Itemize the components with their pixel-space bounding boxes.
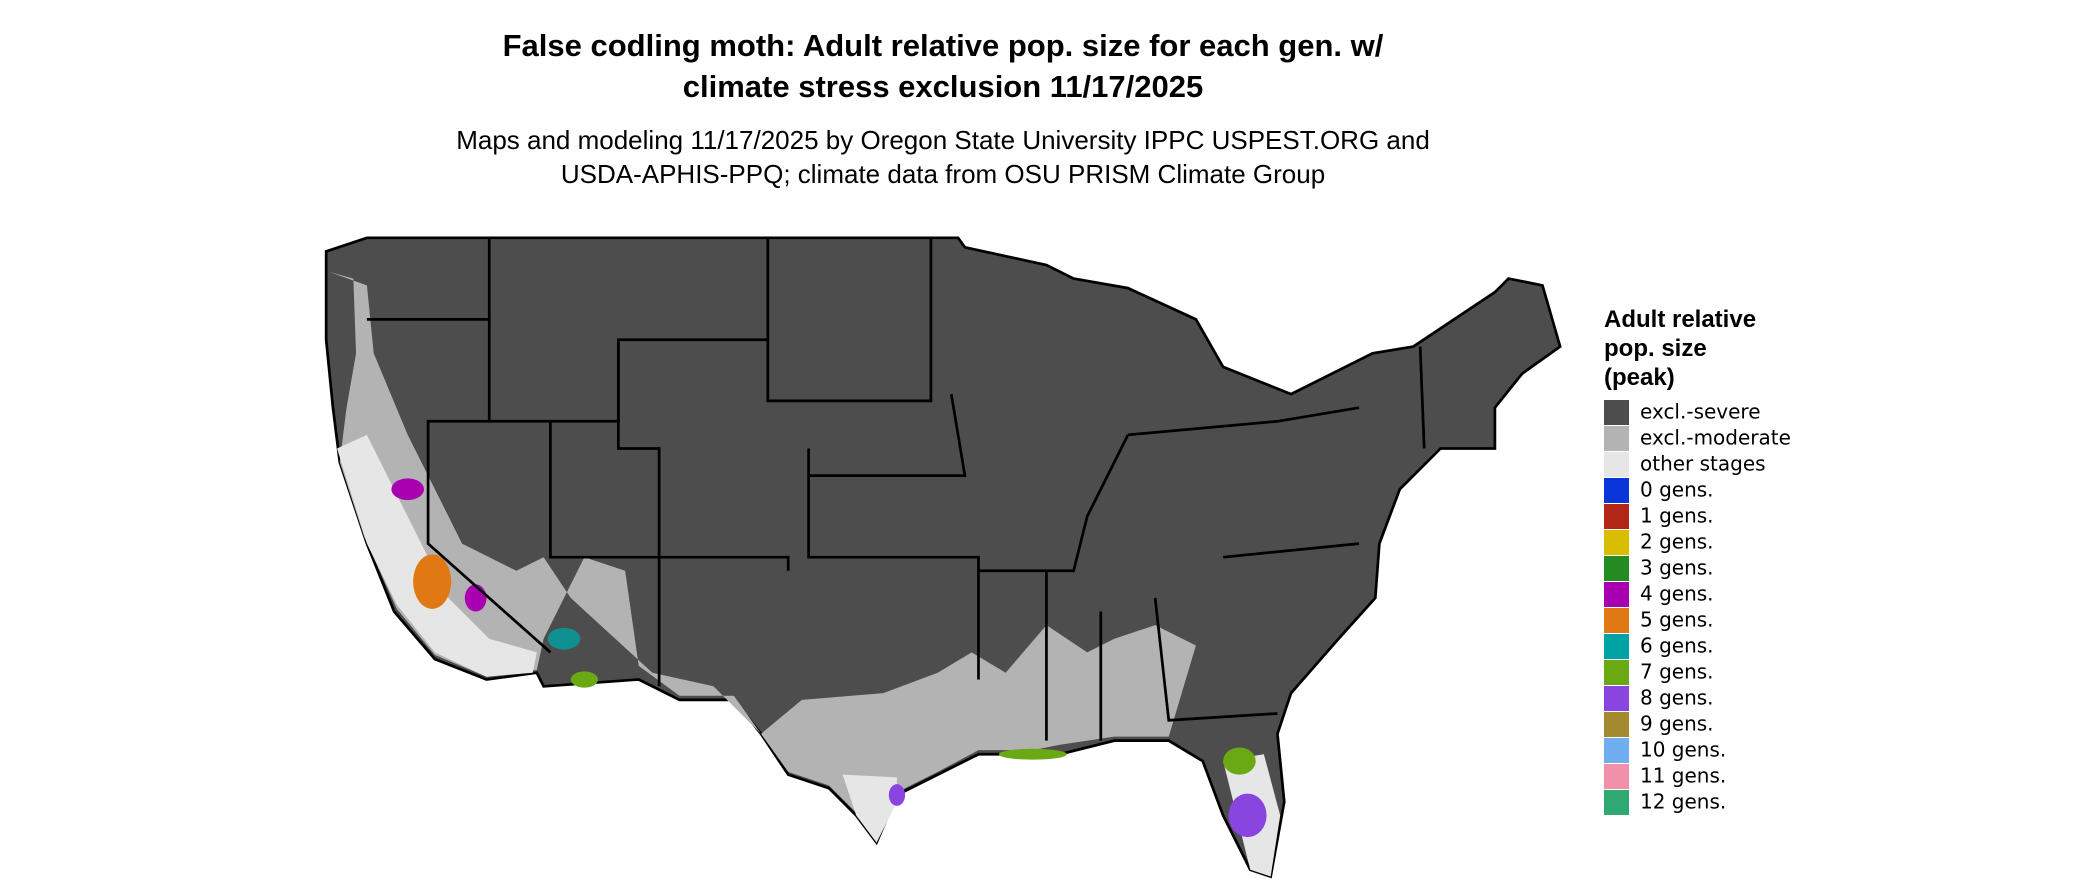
gen-patch bbox=[1228, 793, 1267, 838]
legend-label: 7 gens. bbox=[1640, 660, 1714, 684]
gen-patch bbox=[413, 554, 452, 609]
legend-swatch bbox=[1604, 764, 1629, 789]
gen-patch bbox=[998, 748, 1067, 760]
legend-swatch bbox=[1604, 608, 1629, 633]
state-borders bbox=[366, 237, 1426, 741]
legend-swatch bbox=[1604, 504, 1629, 529]
legend-swatch bbox=[1604, 556, 1629, 581]
legend-label: 11 gens. bbox=[1640, 764, 1726, 788]
legend-swatch bbox=[1604, 582, 1629, 607]
legend-label: 8 gens. bbox=[1640, 686, 1714, 710]
gen-patch bbox=[464, 584, 487, 612]
legend-label: 5 gens. bbox=[1640, 608, 1714, 632]
legend-title: Adult relative bbox=[1604, 306, 1756, 333]
legend-swatch bbox=[1604, 660, 1629, 685]
legend-swatch bbox=[1604, 738, 1629, 763]
legend-label: 12 gens. bbox=[1640, 790, 1726, 814]
legend: Adult relative pop. size (peak) excl.-se… bbox=[1604, 306, 1791, 815]
legend-swatch bbox=[1604, 686, 1629, 711]
legend-label: 9 gens. bbox=[1640, 712, 1714, 736]
legend-label: excl.-severe bbox=[1640, 400, 1761, 424]
title-line: False codling moth: Adult relative pop. … bbox=[503, 28, 1384, 63]
gen-patch bbox=[888, 784, 906, 806]
legend-swatch bbox=[1604, 400, 1629, 425]
legend-swatch bbox=[1604, 426, 1629, 451]
legend-label: 6 gens. bbox=[1640, 634, 1714, 658]
legend-label: 4 gens. bbox=[1640, 582, 1714, 606]
moderate-zone bbox=[328, 271, 1196, 840]
gen-patch bbox=[1223, 747, 1256, 775]
legend-label: 1 gens. bbox=[1640, 504, 1714, 528]
subtitle-line: Maps and modeling 11/17/2025 by Oregon S… bbox=[456, 125, 1430, 155]
subtitle-line: USDA-APHIS-PPQ; climate data from OSU PR… bbox=[561, 159, 1325, 189]
legend-label: 3 gens. bbox=[1640, 556, 1714, 580]
other-stages-zone bbox=[337, 434, 537, 677]
legend-swatch bbox=[1604, 530, 1629, 555]
legend-title: (peak) bbox=[1604, 364, 1675, 391]
map bbox=[324, 236, 1562, 879]
legend-label: 2 gens. bbox=[1640, 530, 1714, 554]
legend-title: pop. size bbox=[1604, 335, 1707, 362]
legend-swatch bbox=[1604, 712, 1629, 737]
legend-label: 10 gens. bbox=[1640, 738, 1726, 762]
legend-swatch bbox=[1604, 790, 1629, 815]
legend-label: other stages bbox=[1640, 452, 1766, 476]
legend-label: 0 gens. bbox=[1640, 478, 1714, 502]
gen-patch bbox=[570, 671, 598, 688]
other-stages-zone bbox=[842, 774, 897, 843]
gen-patch bbox=[547, 627, 581, 650]
legend-swatch bbox=[1604, 634, 1629, 659]
legend-swatch bbox=[1604, 452, 1629, 477]
legend-label: excl.-moderate bbox=[1640, 426, 1791, 450]
legend-swatch bbox=[1604, 478, 1629, 503]
gen-patch bbox=[391, 478, 425, 501]
title-line: climate stress exclusion 11/17/2025 bbox=[683, 69, 1203, 104]
